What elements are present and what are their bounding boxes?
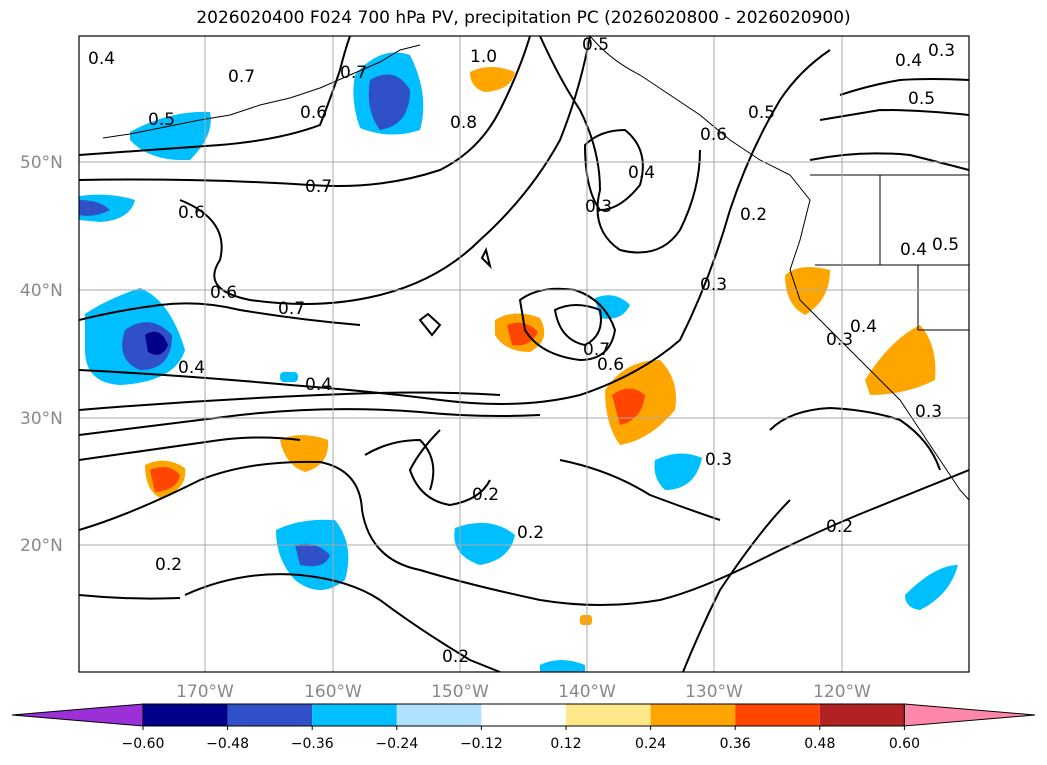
contour-label: 0.3 xyxy=(585,197,612,217)
contour-label: 0.7 xyxy=(228,67,255,87)
contour-label: 0.4 xyxy=(305,375,332,395)
lon-label: 170°W xyxy=(176,682,234,702)
precip-negative-area xyxy=(540,660,585,672)
precip-negative-core xyxy=(79,200,110,216)
map-area xyxy=(79,36,969,672)
lat-label: 40°N xyxy=(20,281,63,301)
contour-label: 0.2 xyxy=(740,205,767,225)
colorbar-tick-label: 0.36 xyxy=(720,736,751,752)
lat-label: 20°N xyxy=(20,536,63,556)
colorbar-segment xyxy=(819,704,905,726)
precip-negative-core xyxy=(145,331,168,355)
colorbar-segment xyxy=(396,704,482,726)
precip-positive-core xyxy=(612,388,645,425)
graticule xyxy=(79,36,969,672)
contour-label: 0.5 xyxy=(908,89,935,109)
colorbar-segment xyxy=(312,704,397,726)
colorbar-tick-label: 0.60 xyxy=(889,736,920,752)
precip-positive-area xyxy=(865,325,936,395)
colorbar-segment xyxy=(650,704,736,726)
lat-label: 50°N xyxy=(20,153,63,173)
coastlines xyxy=(102,36,969,501)
lon-label: 150°W xyxy=(431,682,489,702)
contour-label: 0.2 xyxy=(442,647,469,667)
colorbar-tick-label: 0.12 xyxy=(550,736,581,752)
contour-label: 0.3 xyxy=(705,450,732,470)
contour-label: 0.5 xyxy=(148,110,175,130)
colorbar-extend-max xyxy=(903,703,1036,727)
lat-label: 30°N xyxy=(20,409,63,429)
contour-label: 0.4 xyxy=(900,240,927,260)
contour-label: 0.4 xyxy=(88,49,115,69)
colorbar-tick-label: 0.48 xyxy=(804,736,835,752)
contour-label: 0.3 xyxy=(700,275,727,295)
colorbar-tick-label: −0.12 xyxy=(460,736,503,752)
colorbar-tick-label: −0.36 xyxy=(291,736,334,752)
precip-positive-area xyxy=(470,67,515,92)
contour-label: 0.3 xyxy=(915,402,942,422)
contour-label: 0.2 xyxy=(155,555,182,575)
colorbar-extend-min xyxy=(11,703,144,727)
colorbar-tick-label: −0.60 xyxy=(122,736,165,752)
contour-label: 0.7 xyxy=(583,340,610,360)
map-title: 2026020400 F024 700 hPa PV, precipitatio… xyxy=(196,8,851,28)
contour-label: 0.7 xyxy=(278,299,305,319)
colorbar-tick-label: −0.48 xyxy=(206,736,249,752)
contour-label: 0.7 xyxy=(340,63,367,83)
contour-label: 0.7 xyxy=(305,177,332,197)
precip-negative-area xyxy=(595,295,630,319)
pv-contours xyxy=(79,36,969,672)
colorbar-segment xyxy=(566,704,651,726)
precip-positive-core xyxy=(507,322,538,346)
lon-label: 140°W xyxy=(558,682,616,702)
contour-label: 1.0 xyxy=(470,47,497,67)
lon-label: 130°W xyxy=(685,682,743,702)
contour-label: 0.6 xyxy=(300,103,327,123)
colorbar-border xyxy=(142,703,905,727)
precip-negative-area xyxy=(905,565,958,610)
contour-label: 0.4 xyxy=(628,163,655,183)
colorbar: −0.60 −0.48 −0.36 −0.24 −0.12 0.12 0.24 0.36 0.4… xyxy=(11,703,1036,752)
precip-negative-core xyxy=(295,543,330,567)
precip-positive-area xyxy=(580,615,592,625)
lon-label: 120°W xyxy=(813,682,871,702)
contour-label: 0.3 xyxy=(928,41,955,61)
colorbar-segment xyxy=(735,704,820,726)
contour-label: 0.8 xyxy=(450,113,477,133)
contour-label: 0.2 xyxy=(472,485,499,505)
colorbar-segment xyxy=(227,704,313,726)
contour-label: 0.4 xyxy=(850,317,877,337)
contour-label: 0.4 xyxy=(895,51,922,71)
colorbar-segment xyxy=(143,704,228,726)
colorbar-segment xyxy=(481,704,566,726)
contour-labels: 0.4 0.7 0.7 0.6 0.5 1.0 0.8 0.5 0.4 0.3 … xyxy=(88,35,959,667)
precip-positive-area xyxy=(785,266,830,315)
precip-positive-core xyxy=(150,466,180,492)
precip-negative-area xyxy=(454,522,515,565)
contour-label: 0.5 xyxy=(748,103,775,123)
lon-label: 160°W xyxy=(304,682,362,702)
contour-label: 0.4 xyxy=(178,358,205,378)
map-border xyxy=(78,35,970,673)
contour-label: 0.5 xyxy=(582,35,609,55)
contour-label: 0.2 xyxy=(517,523,544,543)
precip-negative-core xyxy=(368,74,410,130)
precip-negative-area xyxy=(654,453,702,490)
contour-label: 0.3 xyxy=(826,330,853,350)
contour-label: 0.6 xyxy=(597,355,624,375)
contour-label: 0.5 xyxy=(932,235,959,255)
contour-label: 0.6 xyxy=(700,125,727,145)
precip-negative-area xyxy=(280,372,298,382)
contour-label: 0.6 xyxy=(178,203,205,223)
contour-label: 0.2 xyxy=(826,517,853,537)
contour-label: 0.6 xyxy=(210,283,237,303)
colorbar-tick-label: 0.24 xyxy=(635,736,666,752)
colorbar-tick-label: −0.24 xyxy=(375,736,418,752)
